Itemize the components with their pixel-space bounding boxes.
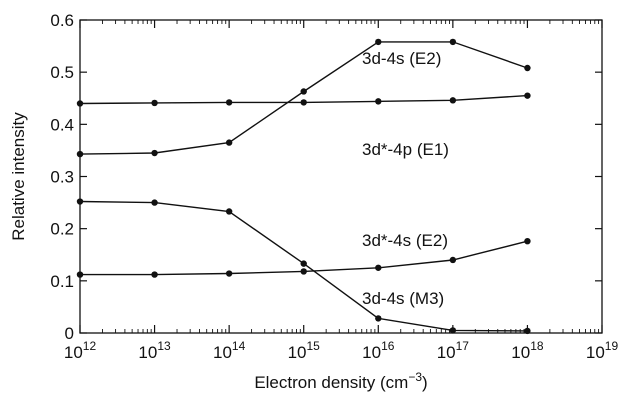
series-3d-4s-e2-point	[151, 149, 158, 157]
series-3d-star-4p-e1-point	[449, 97, 457, 104]
series-3d-4s-e2-point	[225, 139, 233, 146]
series-3d-4s-m3-point	[375, 315, 382, 322]
series-3d-4s-e2-point	[300, 88, 307, 95]
series-3d-star-4p-e1-label: 3d*-4p (E1)	[362, 140, 449, 159]
series-3d-star-4s-e2-point	[225, 270, 233, 277]
x-tick-label: 1018	[511, 339, 544, 362]
series-3d-4s-e2-label: 3d-4s (E2)	[362, 49, 441, 68]
series-3d-star-4s-e2-point	[151, 271, 158, 278]
series-3d-star-4s-e2-point	[449, 256, 457, 264]
series-3d-star-4s-e2-point	[375, 264, 382, 271]
series-3d-star-4s-e2-point	[76, 271, 84, 278]
y-tick-label: 0.5	[50, 63, 74, 82]
y-tick-label: 0.4	[50, 115, 74, 134]
x-tick-label: 1013	[138, 339, 171, 362]
series-3d-4s-m3-point	[524, 327, 531, 335]
series-3d-4s-m3-point	[300, 260, 307, 267]
series-3d-star-4s-e2-label: 3d*-4s (E2)	[362, 231, 448, 250]
series-3d-star-4p-e1-point	[375, 98, 382, 105]
series-3d-star-4s-e2-point	[300, 268, 307, 275]
series-3d-star-4s-e2-point	[524, 237, 531, 245]
x-tick-label: 1017	[437, 339, 470, 362]
x-tick-label: 1015	[288, 339, 321, 362]
x-tick-label: 1016	[362, 339, 395, 362]
series-3d-star-4p-e1-point	[225, 99, 233, 106]
x-axis-label: Electron density (cm−3)	[254, 370, 427, 392]
series-3d-4s-m3-point	[151, 199, 158, 206]
series-3d-4s-e2-point	[375, 38, 382, 46]
x-tick-label: 1014	[213, 339, 246, 362]
y-tick-label: 0.6	[50, 11, 74, 30]
series-3d-star-4p-e1-point	[524, 92, 531, 99]
series-3d-4s-m3-point	[76, 198, 84, 205]
y-tick-label: 0.1	[50, 272, 74, 291]
series-3d-star-4p-e1-point	[76, 100, 84, 107]
series-3d-4s-m3-point	[225, 208, 233, 215]
y-tick-label: 0.3	[50, 168, 74, 187]
x-tick-label: 1019	[586, 339, 619, 362]
y-tick-label: 0.2	[50, 220, 74, 239]
series-3d-4s-e2-point	[76, 150, 84, 158]
series-3d-star-4p-e1-point	[300, 99, 307, 106]
series-3d-star-4p-e1-point	[151, 99, 158, 107]
x-tick-label: 1012	[64, 339, 97, 362]
series-3d-4s-e2-line	[79, 41, 528, 155]
y-tick-label: 0	[65, 324, 74, 343]
series-3d-4s-e2-point	[449, 38, 457, 46]
y-axis-label: Relative intensity	[9, 112, 28, 241]
series-3d-4s-m3-point	[449, 327, 457, 334]
series-3d-4s-m3-label: 3d-4s (M3)	[362, 289, 444, 308]
series-3d-4s-e2-point	[524, 64, 531, 72]
